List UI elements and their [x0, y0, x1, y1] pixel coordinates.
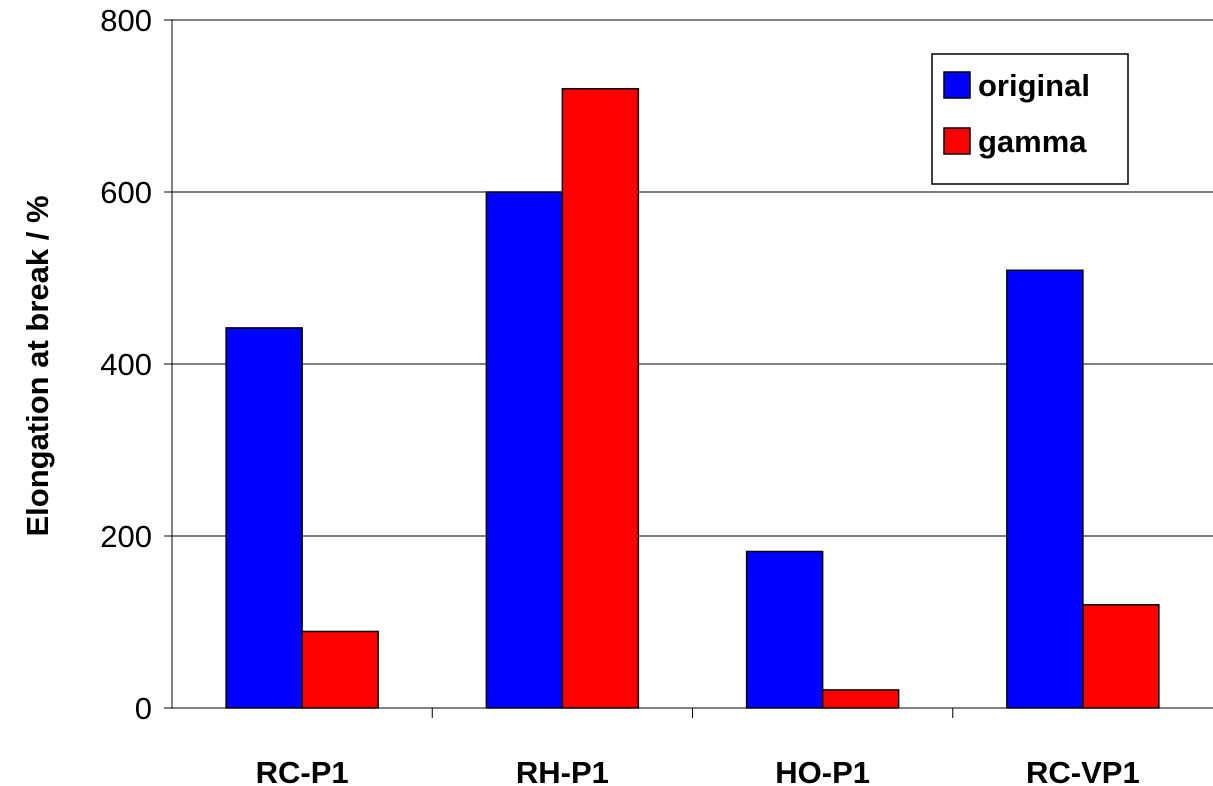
x-category-labels: RC-P1 RH-P1 HO-P1 RC-VP1 [256, 755, 1140, 786]
legend-swatch-gamma [943, 127, 971, 155]
y-tick-labels: 0 200 400 600 800 [100, 3, 152, 726]
y-axis-title: Elongation at break / % [20, 195, 55, 536]
y-tick-label: 200 [100, 519, 152, 554]
axes [164, 19, 1213, 718]
bar-gamma-ho-p1 [821, 689, 900, 709]
bar-original-rc-vp1 [1006, 269, 1084, 709]
x-category-label: RH-P1 [516, 755, 609, 786]
x-category-label: RC-VP1 [1026, 755, 1140, 786]
bar-gamma-rh-p1 [561, 88, 640, 709]
y-tick-label: 800 [100, 3, 152, 38]
bar-original-rc-p1 [225, 327, 303, 709]
y-tick-label: 600 [100, 175, 152, 210]
bars [225, 88, 1160, 709]
bar-original-ho-p1 [745, 550, 824, 709]
y-tick-label: 0 [135, 691, 152, 726]
legend: original gamma [931, 53, 1129, 185]
bar-gamma-rc-vp1 [1082, 604, 1160, 709]
x-category-label: RC-P1 [256, 755, 349, 786]
bar-gamma-rc-p1 [301, 630, 379, 709]
legend-label-gamma: gamma [978, 124, 1087, 159]
x-category-label: HO-P1 [775, 755, 870, 786]
bar-original-rh-p1 [485, 191, 564, 709]
y-tick-label: 400 [100, 347, 152, 382]
legend-label-original: original [978, 68, 1090, 103]
legend-swatch-original [943, 71, 971, 99]
